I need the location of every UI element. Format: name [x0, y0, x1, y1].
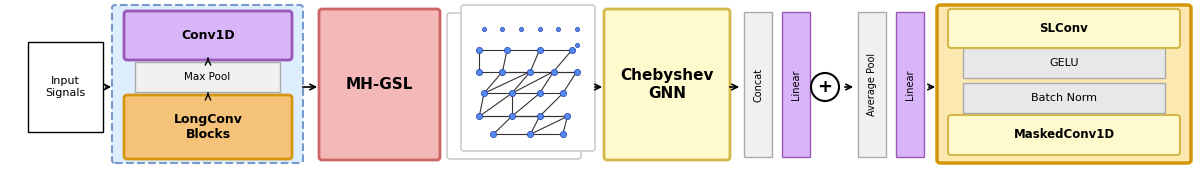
Text: Chebyshev
GNN: Chebyshev GNN — [621, 68, 714, 101]
FancyBboxPatch shape — [948, 9, 1180, 48]
FancyBboxPatch shape — [782, 12, 810, 157]
FancyBboxPatch shape — [744, 12, 771, 157]
FancyBboxPatch shape — [948, 115, 1180, 155]
FancyBboxPatch shape — [112, 5, 303, 163]
Circle shape — [811, 73, 840, 101]
Text: +: + — [818, 78, 832, 96]
FancyBboxPatch shape — [896, 12, 925, 157]
Text: SLConv: SLConv — [1039, 22, 1088, 35]
FancyBboxPatch shape — [319, 9, 440, 160]
FancyBboxPatch shape — [604, 9, 730, 160]
FancyBboxPatch shape — [124, 95, 292, 159]
Text: Max Pool: Max Pool — [184, 72, 231, 82]
Text: GELU: GELU — [1049, 58, 1079, 68]
Text: Concat: Concat — [753, 67, 763, 102]
Text: LongConv
Blocks: LongConv Blocks — [173, 113, 243, 141]
FancyBboxPatch shape — [135, 62, 280, 92]
FancyBboxPatch shape — [460, 5, 594, 151]
Text: Conv1D: Conv1D — [181, 29, 234, 42]
Text: Linear: Linear — [905, 69, 915, 100]
FancyBboxPatch shape — [124, 11, 292, 60]
Text: MaskedConv1D: MaskedConv1D — [1013, 128, 1115, 141]
Text: Input
Signals: Input Signals — [45, 76, 86, 98]
Text: MH-GSL: MH-GSL — [346, 77, 413, 92]
Text: Average Pool: Average Pool — [867, 53, 877, 116]
Text: Linear: Linear — [791, 69, 801, 100]
Text: Batch Norm: Batch Norm — [1031, 93, 1097, 103]
FancyBboxPatch shape — [936, 5, 1191, 163]
FancyBboxPatch shape — [963, 83, 1165, 113]
FancyBboxPatch shape — [963, 48, 1165, 78]
FancyBboxPatch shape — [858, 12, 886, 157]
FancyBboxPatch shape — [28, 42, 103, 132]
FancyBboxPatch shape — [447, 13, 581, 159]
